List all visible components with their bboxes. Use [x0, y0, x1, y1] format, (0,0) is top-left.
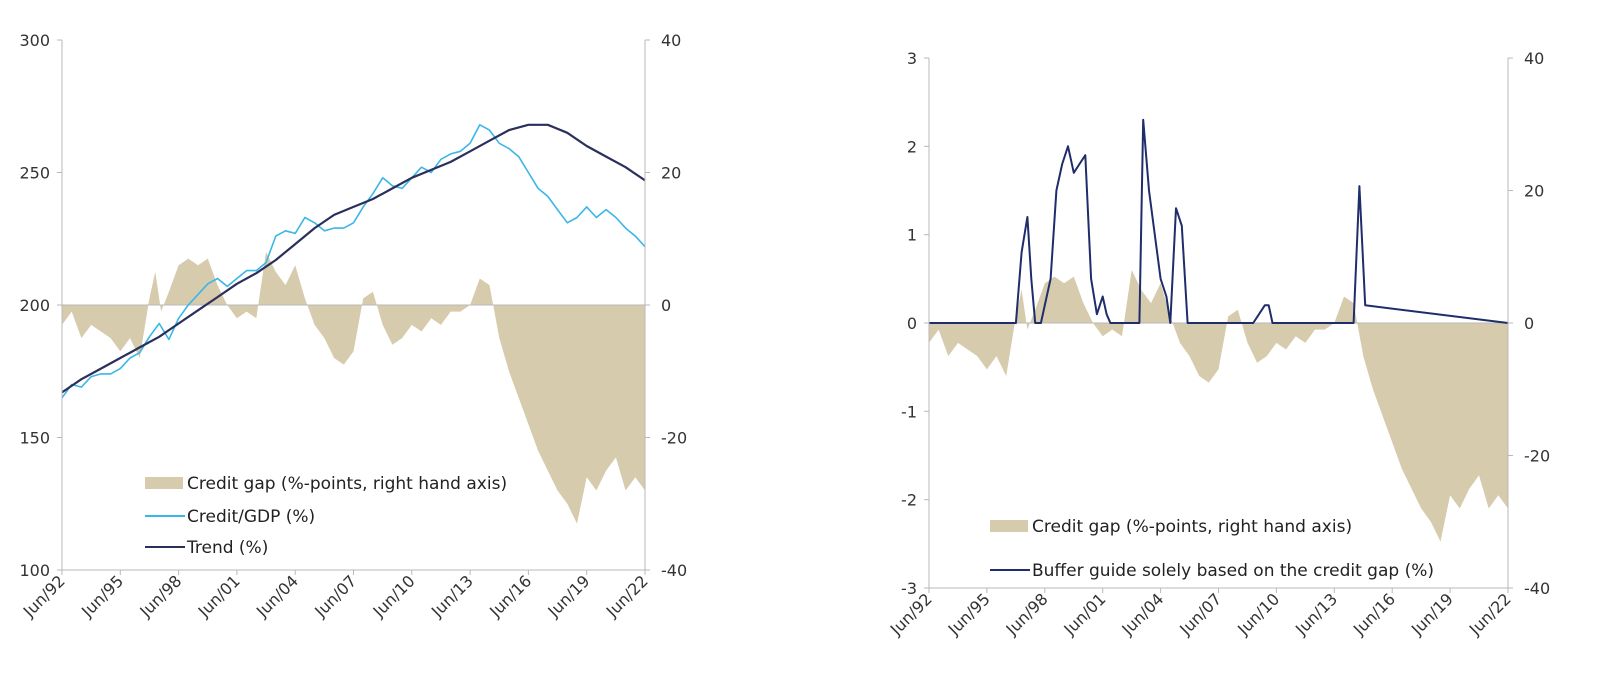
right-tick-label: -20	[1524, 447, 1550, 466]
x-tick-label: Jun/04	[252, 571, 302, 621]
x-tick-label: Jun/22	[602, 571, 652, 621]
x-tick-label: Jun/19	[544, 571, 594, 621]
legend-label: Buffer guide solely based on the credit …	[1032, 561, 1434, 581]
x-tick-label: Jun/98	[1002, 589, 1052, 639]
legend-label: Credit/GDP (%)	[187, 507, 315, 527]
left-tick-label: 300	[19, 31, 50, 50]
right-tick-label: 40	[1524, 49, 1544, 68]
left-tick-label: 1	[907, 226, 917, 245]
x-tick-label: Jun/95	[944, 589, 994, 639]
x-tick-label: Jun/01	[194, 571, 244, 621]
x-tick-label: Jun/10	[369, 571, 419, 621]
x-tick-label: Jun/16	[485, 571, 535, 621]
right-tick-label: 20	[661, 164, 681, 183]
right-tick-label: -20	[661, 429, 687, 448]
left-tick-label: 3	[907, 49, 917, 68]
left-tick-label: 150	[19, 429, 50, 448]
right-tick-label: -40	[1524, 579, 1550, 598]
left-tick-label: 200	[19, 296, 50, 315]
x-tick-label: Jun/13	[427, 571, 477, 621]
x-tick-label: Jun/07	[1175, 589, 1225, 639]
credit-gdp-line	[61, 124, 646, 399]
legend-label: Credit gap (%-points, right hand axis)	[1032, 517, 1352, 537]
x-tick-label: Jun/10	[1233, 589, 1283, 639]
x-tick-label: Jun/19	[1407, 589, 1457, 639]
x-tick-label: Jun/13	[1291, 589, 1341, 639]
x-tick-label: Jun/95	[77, 571, 127, 621]
legend-swatch-credit-gap	[145, 477, 183, 489]
x-tick-label: Jun/98	[135, 571, 185, 621]
legend-label: Credit gap (%-points, right hand axis)	[187, 474, 507, 494]
credit-gap-area	[62, 252, 645, 524]
right-tick-label: 0	[1524, 314, 1534, 333]
x-tick-label: Jun/16	[1349, 589, 1399, 639]
x-tick-label: Jun/01	[1060, 589, 1110, 639]
right-tick-label: 0	[661, 296, 671, 315]
buffer-guide-line	[929, 118, 1509, 324]
x-tick-label: Jun/07	[310, 571, 360, 621]
trend-line	[61, 123, 646, 394]
right-tick-label: -40	[661, 561, 687, 580]
left-tick-label: -1	[901, 402, 917, 421]
legend-swatch-credit-gap	[990, 520, 1028, 532]
credit-gap-area	[929, 270, 1508, 542]
x-tick-label: Jun/22	[1465, 589, 1515, 639]
left-tick-label: 0	[907, 314, 917, 333]
left-tick-label: 2	[907, 137, 917, 156]
right-tick-label: 40	[661, 31, 681, 50]
left-tick-label: -2	[901, 491, 917, 510]
right-tick-label: 20	[1524, 182, 1544, 201]
left-tick-label: 100	[19, 561, 50, 580]
left-tick-label: -3	[901, 579, 917, 598]
left-tick-label: 250	[19, 164, 50, 183]
legend-label: Trend (%)	[186, 538, 268, 558]
x-tick-label: Jun/04	[1117, 589, 1167, 639]
